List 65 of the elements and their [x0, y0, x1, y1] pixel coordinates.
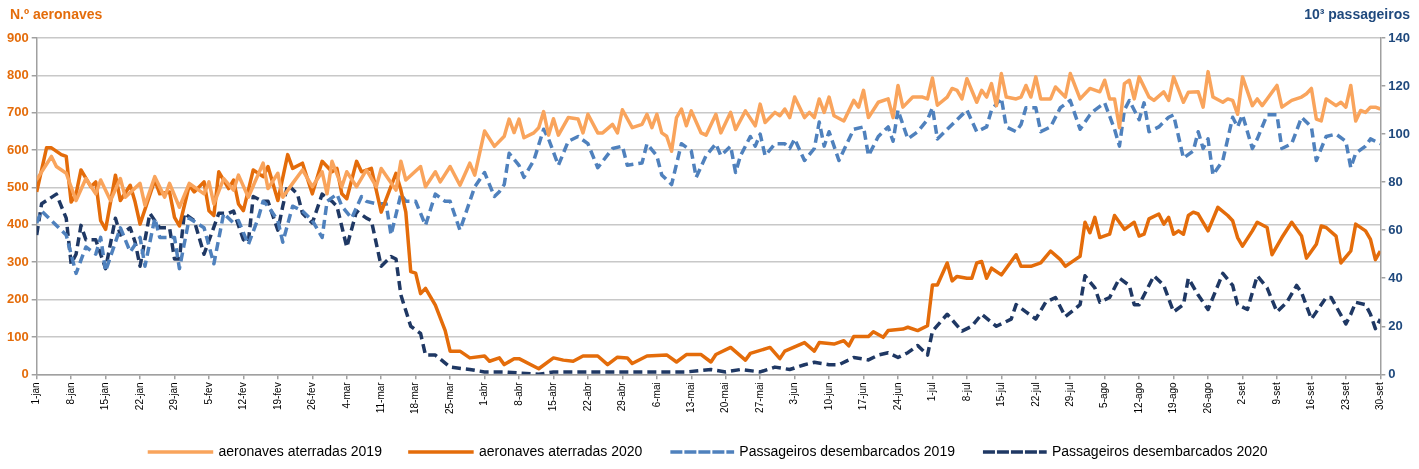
x-tick-label: 25-mar [443, 381, 455, 415]
y2-axis-title: 10³ passageiros [1304, 5, 1411, 22]
x-tick-label: 20-mai [719, 382, 731, 413]
legend-label: Passageiros desembarcados 2020 [1051, 442, 1268, 459]
x-tick-label: 22-jul [1029, 382, 1041, 407]
x-tick-label: 24-jun [891, 382, 903, 411]
x-tick-label: 10-jun [822, 382, 834, 411]
x-tick-label: 22-abr [581, 381, 593, 412]
y2-tick-label: 120 [1388, 77, 1411, 93]
y2-tick-label: 0 [1388, 365, 1396, 381]
x-tick-label: 19-ago [1167, 381, 1179, 414]
x-tick-label: 23-set [1339, 382, 1351, 411]
x-tick-label: 8-jan [64, 382, 76, 405]
x-tick-label: 3-jun [788, 382, 800, 405]
y-tick-label: 0 [21, 365, 29, 381]
x-tick-label: 17-jun [857, 382, 869, 411]
y-tick-label: 600 [6, 141, 29, 157]
y-tick-label: 700 [6, 104, 29, 120]
x-tick-label: 15-jan [99, 382, 111, 411]
y2-tick-label: 20 [1388, 317, 1403, 333]
x-tick-label: 5-fev [202, 382, 214, 405]
x-tick-label: 15-jul [995, 382, 1007, 407]
x-tick-label: 1-jan [30, 382, 42, 405]
x-tick-label: 4-mar [340, 381, 352, 409]
y-tick-label: 800 [6, 66, 29, 82]
legend-label: aeronaves aterradas 2019 [218, 442, 383, 459]
x-tick-label: 29-jan [168, 382, 180, 411]
y-tick-label: 500 [6, 179, 29, 195]
x-tick-label: 6-mai [650, 382, 662, 408]
x-tick-label: 29-jul [1063, 382, 1075, 407]
y-tick-label: 300 [6, 253, 29, 269]
x-tick-label: 12-fev [237, 382, 249, 411]
x-tick-label: 13-mai [685, 382, 697, 413]
x-tick-label: 5-ago [1098, 381, 1110, 408]
x-tick-label: 26-ago [1201, 381, 1213, 414]
y2-tick-label: 60 [1388, 221, 1403, 237]
y-tick-label: 200 [6, 291, 29, 307]
x-tick-label: 1-abr [478, 381, 490, 406]
x-tick-label: 27-mai [753, 382, 765, 413]
legend-label: aeronaves aterradas 2020 [478, 442, 643, 459]
x-tick-label: 18-mar [409, 381, 421, 415]
x-tick-label: 9-set [1270, 382, 1282, 405]
x-tick-label: 8-jul [960, 382, 972, 402]
x-tick-label: 16-set [1305, 382, 1317, 411]
y2-tick-label: 40 [1388, 269, 1403, 285]
x-tick-label: 19-fev [271, 382, 283, 411]
y-axis-title: N.º aeronaves [10, 5, 103, 22]
x-tick-label: 8-abr [512, 381, 524, 406]
x-tick-label: 29-abr [616, 381, 628, 412]
y2-tick-label: 80 [1388, 173, 1403, 189]
x-tick-label: 12-ago [1132, 381, 1144, 414]
x-tick-label: 15-abr [547, 381, 559, 412]
y-tick-label: 100 [6, 328, 29, 344]
x-tick-label: 2-set [1236, 382, 1248, 405]
line-series [36, 96, 1381, 276]
y-tick-label: 400 [6, 216, 29, 232]
x-tick-label: 11-mar [374, 381, 386, 414]
x-tick-label: 26-fev [306, 382, 318, 411]
y2-tick-label: 140 [1388, 29, 1411, 45]
x-tick-label: 22-jan [133, 382, 145, 411]
y2-tick-label: 100 [1388, 125, 1411, 141]
x-tick-label: 1-jul [926, 382, 938, 402]
y-tick-label: 900 [6, 29, 29, 45]
legend-label: Passageiros desembarcados 2019 [739, 442, 956, 459]
x-tick-label: 30-set [1374, 382, 1386, 411]
